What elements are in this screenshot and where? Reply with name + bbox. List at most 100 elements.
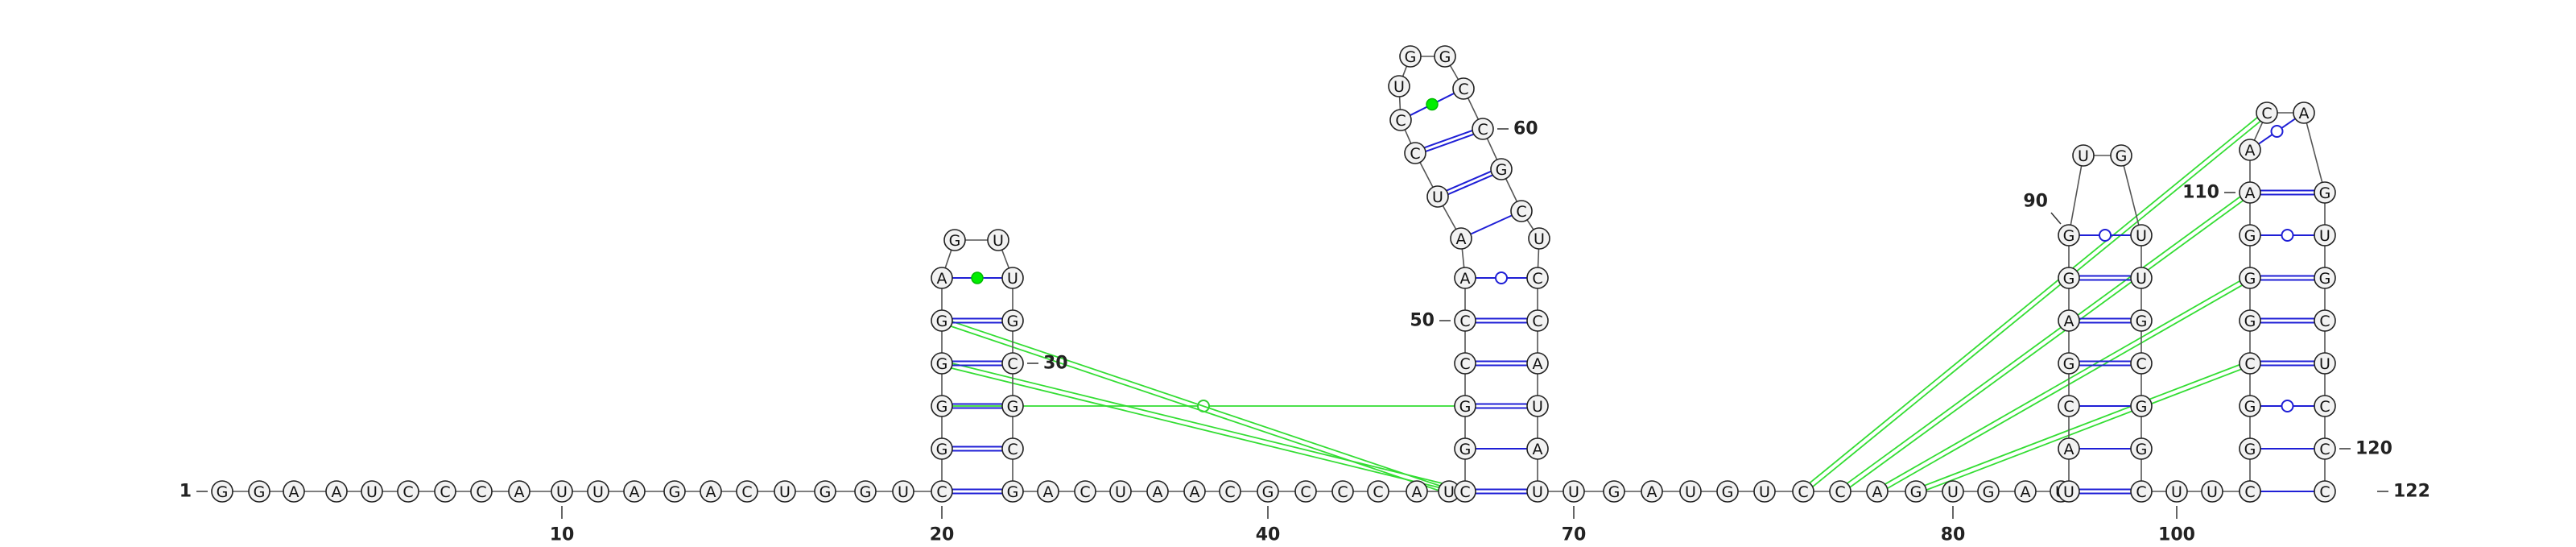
svg-text:C: C xyxy=(1007,441,1018,458)
svg-text:G: G xyxy=(1262,483,1274,501)
pseudoknot-pair-78-108 xyxy=(1887,284,2243,489)
svg-text:U: U xyxy=(2136,227,2147,245)
svg-text:G: G xyxy=(1007,313,1019,330)
svg-text:C: C xyxy=(1080,483,1090,501)
nucleotide-89: G xyxy=(2058,267,2080,289)
nucleotide-121: C xyxy=(2314,480,2336,503)
svg-text:U: U xyxy=(556,483,568,501)
svg-text:C: C xyxy=(1410,145,1420,163)
svg-text:G: G xyxy=(1722,483,1734,501)
svg-text:G: G xyxy=(2244,441,2256,458)
nucleotide-78: A xyxy=(1866,480,1889,503)
svg-text:U: U xyxy=(2319,355,2330,373)
svg-text:C: C xyxy=(2244,355,2255,373)
pseudoknot-pair-78-108 xyxy=(1885,280,2240,485)
svg-text:C: C xyxy=(1373,483,1383,501)
backbone-link-61 xyxy=(1505,178,1518,202)
base-pair-53-61 xyxy=(1446,170,1492,192)
nucleotide-70: U xyxy=(1563,480,1585,503)
nucleotide-54: C xyxy=(1404,142,1426,164)
nucleotide-75: U xyxy=(1753,480,1776,503)
nucleotide-50: C xyxy=(1454,309,1476,332)
nucleotide-11: U xyxy=(587,480,609,503)
nucleotide-13: G xyxy=(663,480,686,503)
svg-text:C: C xyxy=(1459,313,1470,330)
svg-text:U: U xyxy=(592,483,604,501)
nucleotide-27: U xyxy=(987,229,1009,251)
nucleotide-116: G xyxy=(2314,267,2336,289)
position-label-110: 110 xyxy=(2182,183,2219,203)
nucleotide-114: G xyxy=(2314,181,2336,204)
svg-text:G: G xyxy=(2063,355,2075,373)
svg-text:G: G xyxy=(2116,147,2128,165)
svg-text:A: A xyxy=(2021,483,2031,501)
svg-text:G: G xyxy=(217,483,229,501)
svg-text:G: G xyxy=(1459,398,1472,416)
nucleotide-47: G xyxy=(1454,437,1476,460)
nucleotide-26: G xyxy=(943,229,966,251)
svg-text:C: C xyxy=(440,483,450,501)
backbone-link-51 xyxy=(1461,248,1465,268)
nucleotide-73: U xyxy=(1679,480,1702,503)
svg-text:U: U xyxy=(1432,189,1443,206)
base-pair-51-64-marker xyxy=(1495,271,1508,284)
pseudoknot-pair-77-110 xyxy=(1849,200,2244,488)
nucleotide-59: C xyxy=(1452,77,1475,100)
nucleotide-71: G xyxy=(1603,480,1625,503)
backbone-link-52 xyxy=(1442,205,1457,230)
nucleotide-100: U xyxy=(2165,480,2188,503)
svg-text:A: A xyxy=(2064,441,2074,458)
nucleotide-96: C xyxy=(2130,352,2153,375)
nucleotide-40: G xyxy=(1257,480,1279,503)
backbone-link-59 xyxy=(1467,97,1480,120)
svg-text:U: U xyxy=(2063,483,2074,501)
nucleotide-88: A xyxy=(2058,309,2080,332)
svg-text:C: C xyxy=(1835,483,1845,501)
nucleotide-69: U xyxy=(1526,480,1549,503)
backbone-link-111 xyxy=(2253,122,2264,141)
svg-text:C: C xyxy=(936,483,947,501)
svg-text:G: G xyxy=(669,483,681,501)
nucleotide-119: C xyxy=(2314,395,2336,417)
nucleotide-21: G xyxy=(931,437,953,460)
nucleotide-23: G xyxy=(931,352,953,375)
svg-text:G: G xyxy=(949,232,961,250)
nucleotide-36: U xyxy=(1109,480,1132,503)
nucleotide-107: G xyxy=(2239,309,2261,332)
position-label-120: 120 xyxy=(2355,439,2392,459)
nucleotide-67: U xyxy=(1526,395,1549,417)
position-label-122: 122 xyxy=(2393,482,2430,502)
svg-text:C: C xyxy=(1337,483,1348,501)
svg-text:C: C xyxy=(1516,203,1526,221)
nucleotide-42: C xyxy=(1331,480,1354,503)
svg-text:A: A xyxy=(1190,483,1200,501)
nucleotide-101: U xyxy=(2201,480,2223,503)
nucleotide-29: G xyxy=(1001,309,1024,332)
nucleotide-12: A xyxy=(623,480,646,503)
svg-text:A: A xyxy=(1043,483,1054,501)
svg-text:G: G xyxy=(2244,398,2256,416)
nucleotide-22: G xyxy=(931,395,953,417)
svg-text:U: U xyxy=(1443,483,1455,501)
nucleotide-32: C xyxy=(1001,437,1024,460)
nucleotide-3: A xyxy=(283,480,305,503)
position-label-80: 80 xyxy=(1941,525,1966,545)
nucleotide-79: G xyxy=(1905,480,1927,503)
nucleotide-109: G xyxy=(2239,224,2261,247)
svg-text:A: A xyxy=(2299,105,2310,122)
backbone-link-92 xyxy=(2123,165,2140,226)
nucleotide-82: A xyxy=(2014,480,2037,503)
nucleotide-66: A xyxy=(1526,352,1549,375)
nucleotide-99: C xyxy=(2130,480,2153,503)
position-label-10: 10 xyxy=(550,525,575,545)
nucleotide-85: A xyxy=(2058,437,2080,460)
svg-text:A: A xyxy=(1456,230,1467,248)
nucleotide-34: A xyxy=(1037,480,1059,503)
nucleotide-4: A xyxy=(325,480,348,503)
svg-text:G: G xyxy=(1439,48,1451,66)
nucleotide-45: U xyxy=(1438,480,1460,503)
nucleotide-18: G xyxy=(854,480,877,503)
svg-text:G: G xyxy=(2244,270,2256,288)
pseudoknot-pair-79-106 xyxy=(1926,368,2242,491)
svg-text:U: U xyxy=(1568,483,1579,501)
